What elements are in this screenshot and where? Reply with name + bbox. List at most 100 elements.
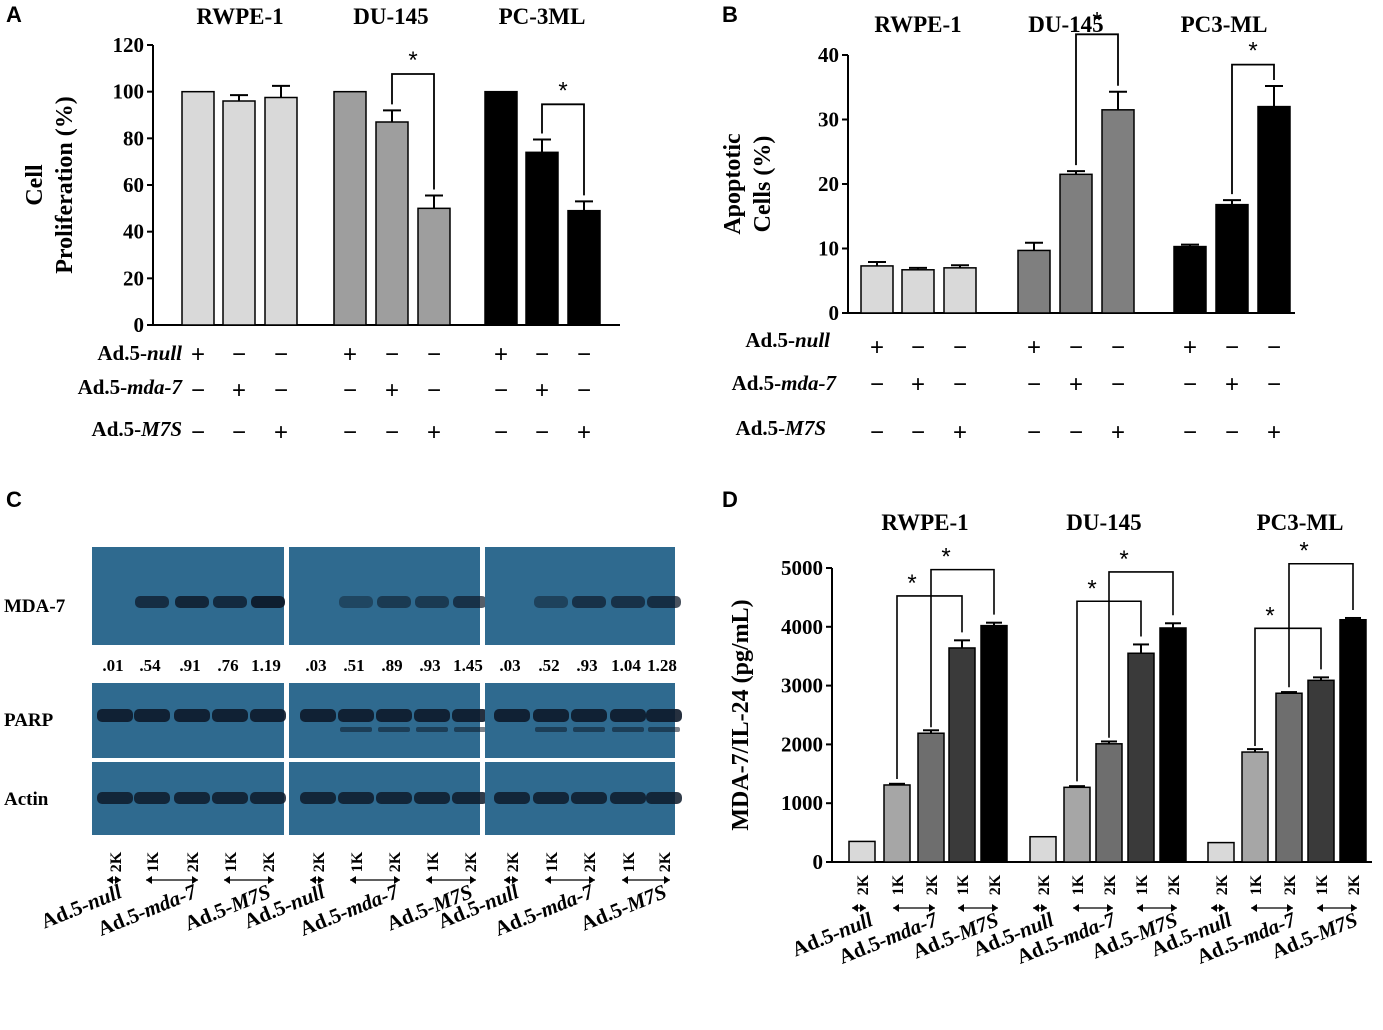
y-tick-label: 4000: [781, 615, 823, 639]
band-mda7: [175, 596, 209, 608]
treatment-sign: +: [1111, 419, 1125, 446]
bar: [1095, 743, 1123, 863]
band-ratio: .51: [343, 656, 364, 675]
y-tick-label: 1000: [781, 791, 823, 815]
bar: [1339, 618, 1367, 863]
y-tick-label: 5000: [781, 556, 823, 580]
panel-letter-d: D: [722, 487, 738, 512]
dose-label: 1K: [425, 851, 442, 872]
group-title: RWPE-1: [196, 4, 283, 29]
band-actin: [212, 792, 248, 804]
dose-label: 1K: [1314, 874, 1331, 895]
arrow-head: [146, 876, 198, 884]
y-tick-label: 0: [134, 313, 145, 337]
band-parp-cleaved: [573, 727, 605, 732]
arrow-head: [545, 876, 595, 884]
band-mda7: [415, 596, 449, 608]
treatment-sign: +: [1027, 334, 1041, 361]
treatment-sign: −: [1111, 371, 1125, 398]
dose-label: 1K: [1070, 874, 1087, 895]
treatment-sign: −: [385, 341, 399, 368]
y-tick-label: 40: [818, 43, 839, 67]
band-mda7: [453, 596, 487, 608]
y-tick-label: 80: [123, 126, 144, 150]
dose-label: 2K: [1346, 874, 1363, 895]
significance-star: *: [941, 544, 950, 571]
treatment-sign: −: [911, 334, 925, 361]
significance-bracket: [391, 73, 435, 190]
dose-label: 1K: [1248, 874, 1265, 895]
y-tick-label: 30: [818, 108, 839, 132]
panel-letter-c: C: [6, 487, 22, 512]
treatment-label: Ad.5-null: [97, 341, 182, 365]
treatment-sign: +: [427, 419, 441, 446]
treatment-sign: +: [385, 377, 399, 404]
treatment-sign: +: [274, 419, 288, 446]
dose-label: 2K: [185, 851, 202, 872]
arrow-head: [1033, 904, 1047, 912]
y-tick-label: 0: [829, 301, 840, 325]
dose-label: 1K: [145, 851, 162, 872]
bar: [1307, 679, 1335, 863]
band-ratio: .01: [102, 656, 123, 675]
group-title: PC3-ML: [1257, 510, 1344, 535]
y-axis-label: Apoptotic Cells (%): [720, 133, 776, 235]
treatment-sign: +: [494, 341, 508, 368]
treatment-sign: −: [870, 419, 884, 446]
band-mda7: [251, 596, 285, 608]
bar: [181, 90, 215, 326]
band-mda7: [135, 596, 169, 608]
panel-letter-b: B: [722, 2, 738, 27]
y-axis-label: Cell Proliferation (%): [22, 96, 78, 274]
dose-label: 2K: [1282, 874, 1299, 895]
dose-label: 2K: [1166, 874, 1183, 895]
dose-label: 2K: [387, 851, 404, 872]
treatment-label: Ad.5-mda-7: [732, 371, 838, 395]
bar: [860, 265, 894, 314]
band-actin: [300, 792, 336, 804]
bar: [848, 840, 876, 863]
bar: [1275, 692, 1303, 863]
dose-label: 2K: [1214, 874, 1231, 895]
band-parp: [174, 709, 210, 722]
y-tick-label: 0: [813, 850, 824, 874]
bar: [525, 151, 559, 326]
treatment-sign: −: [1027, 419, 1041, 446]
y-tick-label: 20: [818, 172, 839, 196]
band-actin: [134, 792, 170, 804]
bar: [1257, 105, 1291, 314]
bar: [1059, 173, 1093, 314]
significance-star: *: [1248, 38, 1257, 65]
treatment-label: Ad.5-null: [745, 328, 830, 352]
bar: [980, 624, 1008, 863]
significance-star: *: [1119, 546, 1128, 573]
treatment-sign: −: [343, 377, 357, 404]
band-ratio: 1.28: [647, 656, 677, 675]
band-ratio: .93: [419, 656, 440, 675]
treatment-sign: +: [535, 377, 549, 404]
blot-row-label: Actin: [4, 789, 49, 810]
band-actin: [494, 792, 530, 804]
dose-label: 2K: [505, 851, 522, 872]
y-tick-label: 40: [123, 220, 144, 244]
significance-star: *: [1299, 538, 1308, 565]
treatment-sign: −: [953, 334, 967, 361]
band-ratio: .03: [305, 656, 326, 675]
treatment-sign: −: [911, 419, 925, 446]
treatment-sign: −: [535, 341, 549, 368]
band-parp: [134, 709, 170, 722]
dose-label: 1K: [621, 851, 638, 872]
panel-letter-a: A: [6, 2, 22, 27]
arrow-head: [224, 876, 274, 884]
blot-row-label: MDA-7: [4, 596, 66, 617]
treatment-sign: +: [1225, 371, 1239, 398]
significance-bracket: [1231, 63, 1275, 195]
band-parp: [571, 709, 607, 722]
arrow-head: [107, 876, 121, 884]
treatment-sign: +: [911, 371, 925, 398]
treatment-sign: −: [191, 419, 205, 446]
dose-label: 2K: [924, 874, 941, 895]
band-actin: [571, 792, 607, 804]
bar: [917, 732, 945, 863]
